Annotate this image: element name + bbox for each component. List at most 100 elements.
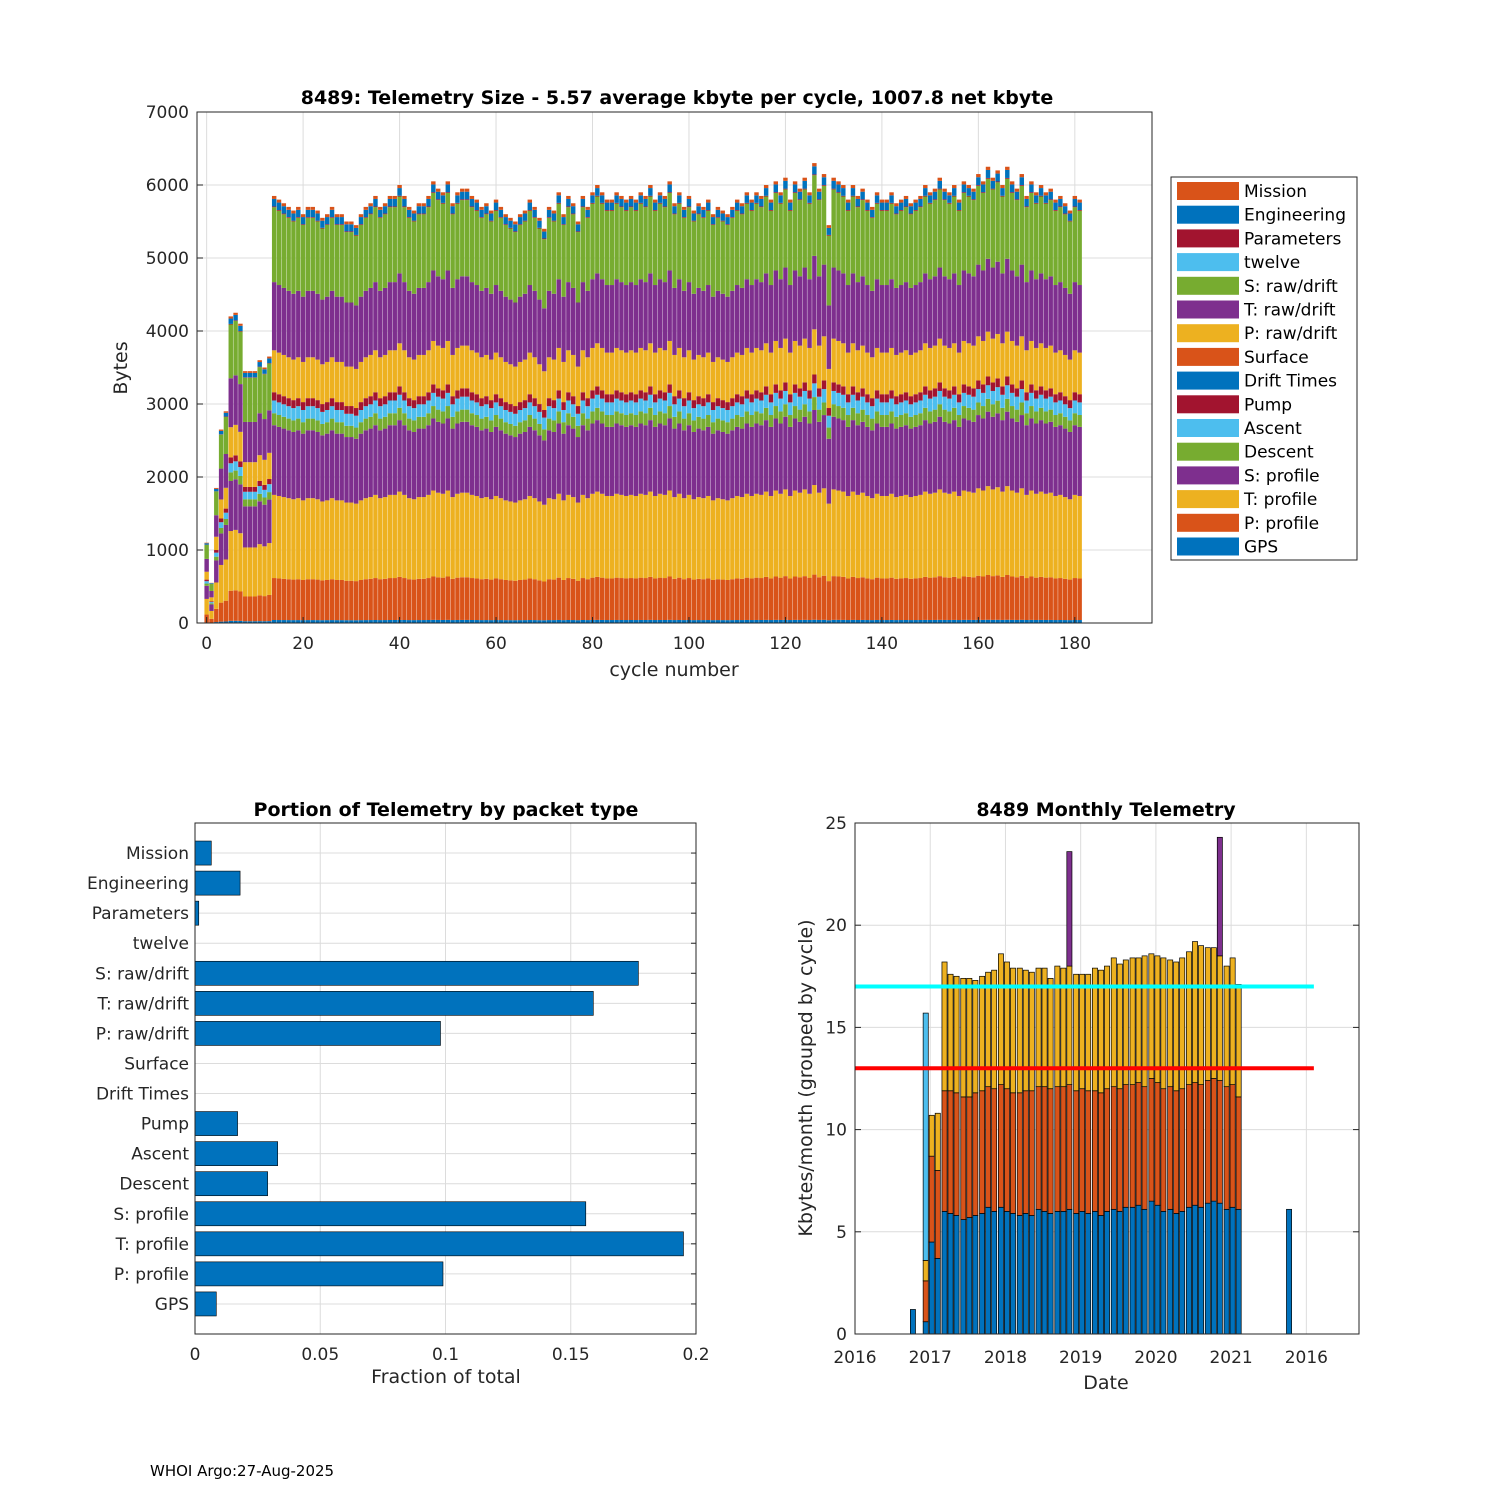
telemetry-segment — [305, 620, 311, 623]
telemetry-segment — [1000, 188, 1005, 196]
monthly-segment-raw — [1016, 967, 1023, 1094]
legend-entry: Drift Times — [1177, 371, 1337, 392]
telemetry-segment — [252, 499, 258, 507]
monthly-bar — [1060, 967, 1067, 1335]
telemetry-segment — [368, 213, 373, 215]
telemetry-segment — [681, 217, 687, 291]
legend-swatch — [1177, 371, 1239, 390]
portion-category-label: Drift Times — [96, 1085, 189, 1105]
telemetry-segment — [1072, 392, 1078, 401]
monthly-segment-engineering — [972, 1092, 979, 1216]
telemetry-segment — [913, 209, 918, 211]
telemetry-segment — [903, 400, 909, 414]
telemetry-segment — [204, 544, 209, 559]
telemetry-segment — [517, 214, 523, 218]
telemetry-segment — [850, 273, 856, 344]
telemetry-segment — [455, 411, 460, 424]
telemetry-segment — [956, 285, 962, 353]
telemetry-segment — [373, 413, 378, 426]
telemetry-segment — [923, 195, 928, 197]
telemetry-segment — [725, 422, 730, 434]
monthly-segment-engineering — [1073, 1090, 1080, 1214]
telemetry-segment — [609, 415, 615, 427]
telemetry-segment — [1062, 354, 1068, 397]
telemetry-ytick-label: 7000 — [146, 103, 189, 123]
monthly-segment-raw — [979, 975, 986, 1092]
telemetry-segment — [426, 425, 431, 495]
telemetry-segment — [291, 400, 296, 409]
telemetry-segment — [382, 404, 388, 417]
telemetry-segment — [831, 404, 836, 417]
monthly-segment-profile — [1073, 1213, 1080, 1335]
telemetry-bar-cycle-9 — [247, 371, 253, 623]
telemetry-segment — [1024, 282, 1029, 351]
telemetry-segment — [604, 199, 610, 203]
telemetry-bar-cycle-126 — [812, 163, 817, 623]
telemetry-segment — [209, 618, 214, 623]
telemetry-segment — [1000, 491, 1005, 577]
telemetry-segment — [826, 503, 832, 582]
telemetry-segment — [296, 418, 301, 431]
telemetry-segment — [773, 384, 779, 393]
telemetry-segment — [493, 199, 499, 203]
telemetry-segment — [445, 576, 451, 620]
telemetry-segment — [686, 207, 692, 283]
telemetry-segment — [619, 620, 624, 623]
telemetry-segment — [378, 209, 383, 218]
telemetry-segment — [257, 486, 262, 494]
telemetry-segment — [831, 382, 836, 391]
telemetry-segment — [310, 209, 315, 218]
telemetry-segment — [624, 495, 629, 579]
telemetry-segment — [696, 404, 701, 417]
telemetry-segment — [773, 181, 779, 185]
telemetry-segment — [286, 406, 291, 419]
telemetry-segment — [556, 411, 561, 424]
telemetry-segment — [604, 402, 610, 416]
telemetry-segment — [783, 338, 788, 383]
telemetry-segment — [431, 340, 436, 385]
telemetry-segment — [349, 413, 354, 426]
telemetry-segment — [455, 202, 460, 204]
telemetry-segment — [445, 192, 451, 271]
telemetry-bar-cycle-56 — [474, 199, 479, 623]
telemetry-segment — [657, 347, 663, 391]
legend-label: Ascent — [1244, 419, 1302, 439]
telemetry-segment — [995, 173, 1000, 182]
telemetry-segment — [715, 579, 721, 621]
telemetry-segment — [546, 498, 552, 580]
telemetry-segment — [802, 416, 807, 490]
telemetry-segment — [344, 221, 349, 225]
telemetry-segment — [416, 428, 422, 498]
telemetry-segment — [368, 203, 373, 207]
telemetry-segment — [619, 400, 624, 414]
legend-swatch — [1177, 466, 1239, 485]
telemetry-segment — [1067, 213, 1073, 221]
telemetry-segment — [927, 390, 933, 399]
telemetry-segment — [710, 409, 716, 423]
telemetry-segment — [686, 494, 692, 579]
telemetry-segment — [344, 232, 349, 303]
telemetry-segment — [672, 404, 677, 417]
telemetry-segment — [985, 574, 991, 620]
telemetry-segment — [233, 461, 238, 471]
monthly-segment-engineering — [1010, 1092, 1016, 1214]
telemetry-segment — [802, 619, 807, 623]
telemetry-segment — [749, 426, 754, 496]
telemetry-segment — [1043, 398, 1049, 412]
telemetry-segment — [209, 590, 214, 598]
monthly-segment-raw — [1022, 969, 1029, 1092]
telemetry-segment — [310, 398, 315, 407]
telemetry-segment — [1058, 198, 1063, 207]
telemetry-segment — [884, 402, 889, 416]
monthly-segment-engineering — [985, 1086, 992, 1208]
telemetry-segment — [387, 350, 393, 393]
telemetry-segment — [720, 579, 725, 621]
telemetry-segment — [1077, 578, 1082, 621]
telemetry-segment — [686, 206, 692, 208]
telemetry-segment — [580, 207, 586, 283]
telemetry-segment — [894, 287, 899, 355]
telemetry-segment — [985, 166, 991, 170]
telemetry-bar-cycle-57 — [479, 206, 484, 623]
telemetry-segment — [469, 413, 475, 426]
telemetry-segment — [898, 209, 904, 211]
